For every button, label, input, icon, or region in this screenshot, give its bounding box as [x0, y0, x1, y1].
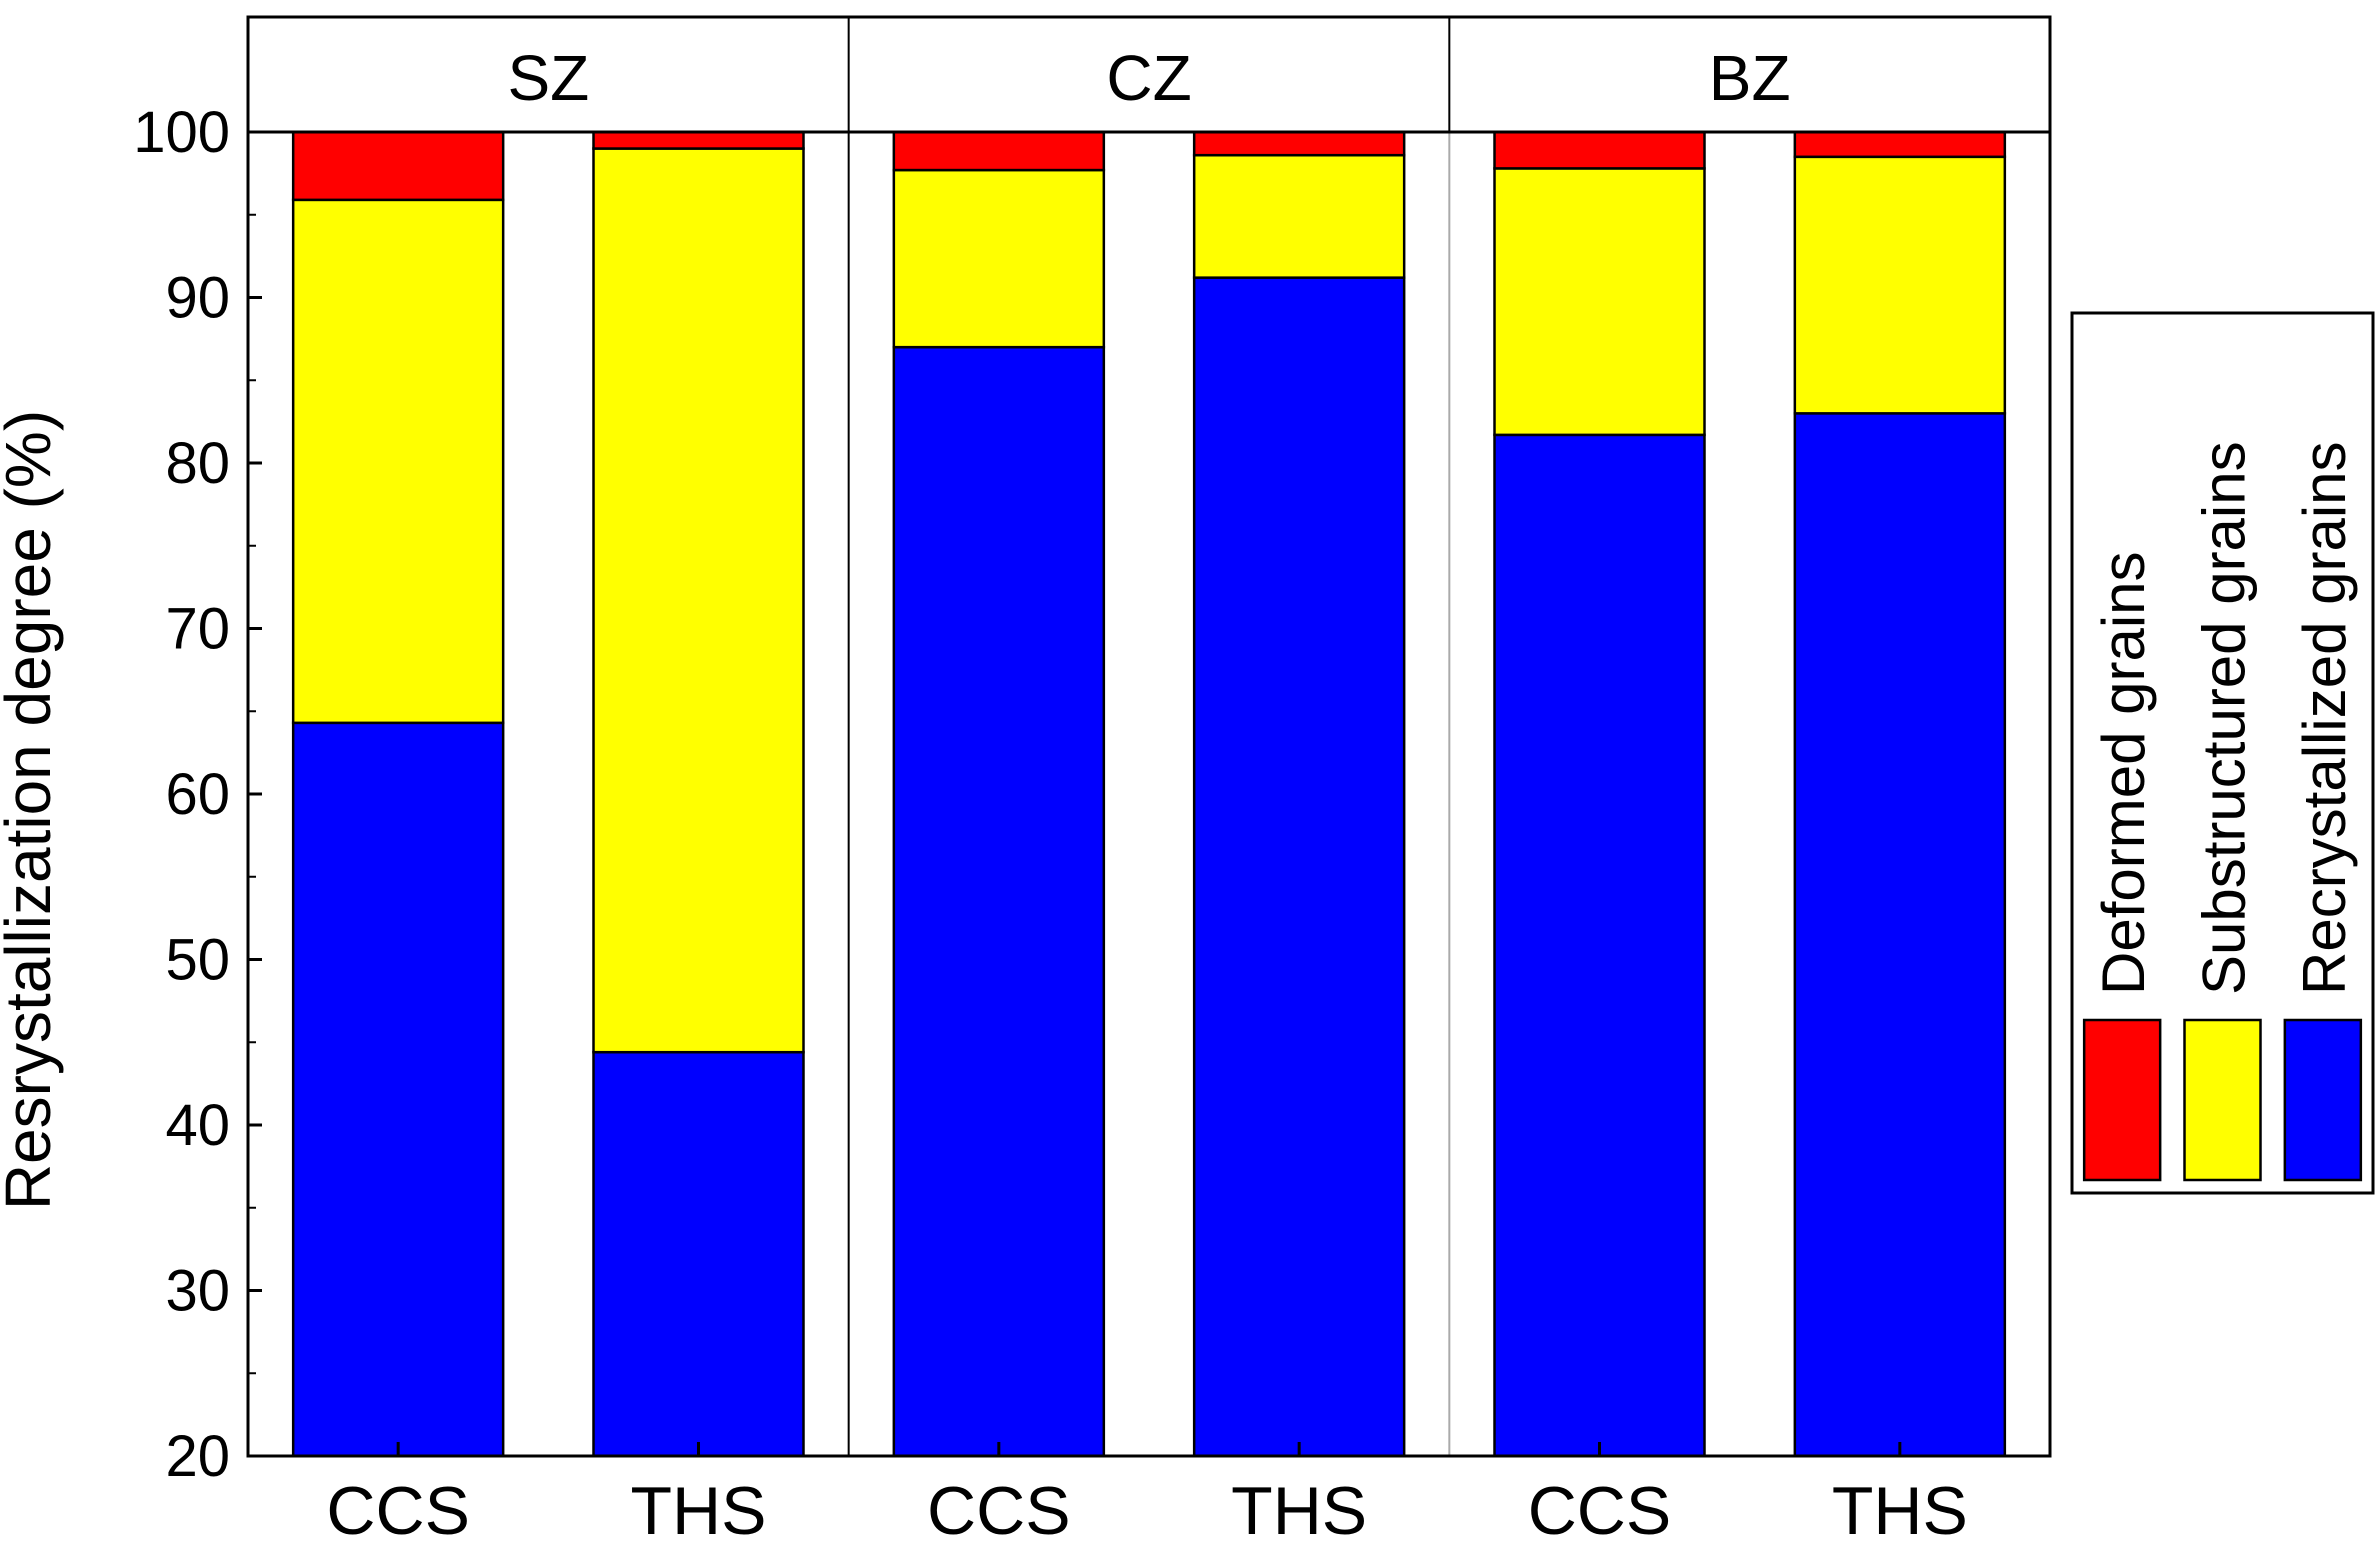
legend-swatch-substructured-grains [2183, 1018, 2262, 1182]
y-axis-title: Resrystallization degree (%) [0, 410, 64, 1210]
bar-segment-recrystallized-grains [1493, 433, 1706, 1458]
x-tick-label: THS [631, 1473, 767, 1544]
x-tick-label: THS [1832, 1473, 1968, 1544]
bars [291, 130, 2007, 1458]
y-tick-label: 60 [165, 762, 230, 827]
bar-segment-recrystallized-grains [291, 721, 505, 1458]
legend-label: Substructured grains [2191, 441, 2258, 995]
labels: CCS THS CCS THS CCS THS 20 30 40 50 60 70 80 90 100 [133, 100, 1968, 1544]
bar-segment-recrystallized-grains [1192, 276, 1406, 1458]
bar-segment-recrystallized-grains [1793, 412, 2007, 1458]
legend: Deformed grains Substructured grains Recry… [2070, 311, 2375, 1195]
bar-segment-substructured-grains [291, 198, 505, 725]
x-tick-label: CCS [326, 1473, 470, 1544]
bar-segment-deformed-grains [1793, 130, 2007, 159]
bar-segment-substructured-grains [1192, 153, 1406, 279]
bar-segment-substructured-grains [1493, 167, 1706, 437]
legend-label: Deformed grains [2090, 551, 2157, 995]
y-tick-label: 90 [165, 266, 230, 331]
bar-segment-recrystallized-grains [592, 1050, 805, 1458]
bar-segment-deformed-grains [892, 130, 1106, 172]
x-tick-label: CCS [1528, 1473, 1672, 1544]
group-label-sz: SZ [507, 42, 589, 114]
bar-segment-deformed-grains [592, 130, 805, 150]
axes [246, 130, 2052, 1458]
bar-segment-deformed-grains [291, 130, 505, 202]
bar-segment-substructured-grains [1793, 155, 2007, 415]
y-tick-label: 50 [165, 928, 230, 993]
y-tick-label: 40 [165, 1093, 230, 1158]
legend-label: Recrystallized grains [2291, 441, 2358, 995]
bar-segment-deformed-grains [1493, 130, 1706, 170]
legend-swatch-recrystallized-grains [2283, 1018, 2363, 1182]
group-header-strip: SZ CZ BZ [246, 15, 2052, 134]
x-tick-label: THS [1231, 1473, 1367, 1544]
y-tick-label: 70 [165, 597, 230, 662]
bar-segment-recrystallized-grains [892, 345, 1106, 1458]
y-tick-label: 20 [165, 1424, 230, 1489]
plot-frame [246, 130, 2052, 1458]
bar-segment-substructured-grains [592, 147, 805, 1054]
y-tick-label: 30 [165, 1259, 230, 1324]
group-label-bz: BZ [1709, 42, 1791, 114]
legend-swatch-deformed-grains [2082, 1018, 2162, 1182]
y-tick-label: 100 [133, 100, 230, 165]
x-tick-label: CCS [927, 1473, 1071, 1544]
group-label-cz: CZ [1106, 42, 1191, 114]
header-strip-frame [246, 15, 2052, 134]
bar-segment-deformed-grains [1192, 130, 1406, 157]
y-tick-label: 80 [165, 431, 230, 496]
bar-segment-substructured-grains [892, 168, 1106, 349]
